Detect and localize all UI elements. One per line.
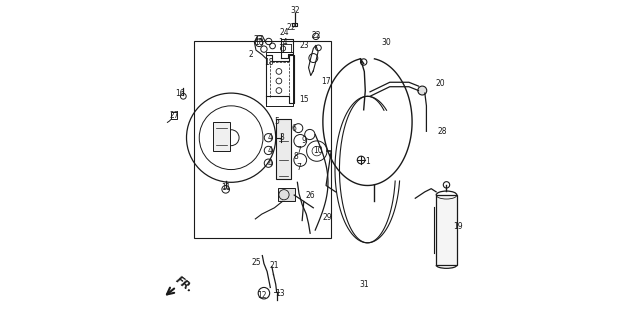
Text: 7: 7 <box>296 146 301 155</box>
Text: 18: 18 <box>254 38 264 47</box>
Text: 8: 8 <box>294 152 298 161</box>
Text: 24: 24 <box>280 28 289 37</box>
Text: 11: 11 <box>221 183 230 192</box>
Bar <box>276 119 291 179</box>
Text: 29: 29 <box>323 213 332 222</box>
Text: 6: 6 <box>292 124 297 132</box>
Bar <box>213 122 230 151</box>
Text: 32: 32 <box>290 6 299 15</box>
Text: 31: 31 <box>360 280 369 289</box>
Text: 12: 12 <box>258 291 267 300</box>
Text: 2: 2 <box>249 50 254 59</box>
Text: 26: 26 <box>306 190 316 200</box>
Text: 21: 21 <box>270 261 279 270</box>
Text: 25: 25 <box>252 258 261 267</box>
Bar <box>436 195 457 265</box>
Text: 7: 7 <box>296 164 301 172</box>
Text: 5: 5 <box>274 117 279 126</box>
Text: 4: 4 <box>268 133 273 142</box>
Text: 18: 18 <box>265 58 274 67</box>
Text: FR.: FR. <box>174 275 195 295</box>
Text: 15: 15 <box>299 95 308 104</box>
Text: 3: 3 <box>279 133 284 142</box>
Text: 27: 27 <box>170 111 180 120</box>
Text: 14: 14 <box>279 38 288 47</box>
Text: 4: 4 <box>268 159 273 168</box>
Text: 19: 19 <box>453 222 463 231</box>
Text: 4: 4 <box>268 146 273 155</box>
Bar <box>194 41 331 238</box>
Text: 23: 23 <box>299 41 309 50</box>
Text: 10: 10 <box>313 146 323 155</box>
Text: 13: 13 <box>275 289 285 298</box>
Text: 22: 22 <box>287 23 296 32</box>
Bar <box>171 112 177 119</box>
Text: 28: 28 <box>437 127 447 136</box>
Text: 30: 30 <box>382 38 391 47</box>
Text: 17: 17 <box>321 77 331 86</box>
Text: 16: 16 <box>175 89 185 98</box>
Bar <box>278 188 295 201</box>
Text: 23: 23 <box>254 35 263 44</box>
Text: 20: 20 <box>436 79 446 88</box>
Circle shape <box>418 86 427 95</box>
Text: 22: 22 <box>311 31 320 40</box>
Text: 9: 9 <box>301 136 306 145</box>
Text: 1: 1 <box>365 157 370 166</box>
